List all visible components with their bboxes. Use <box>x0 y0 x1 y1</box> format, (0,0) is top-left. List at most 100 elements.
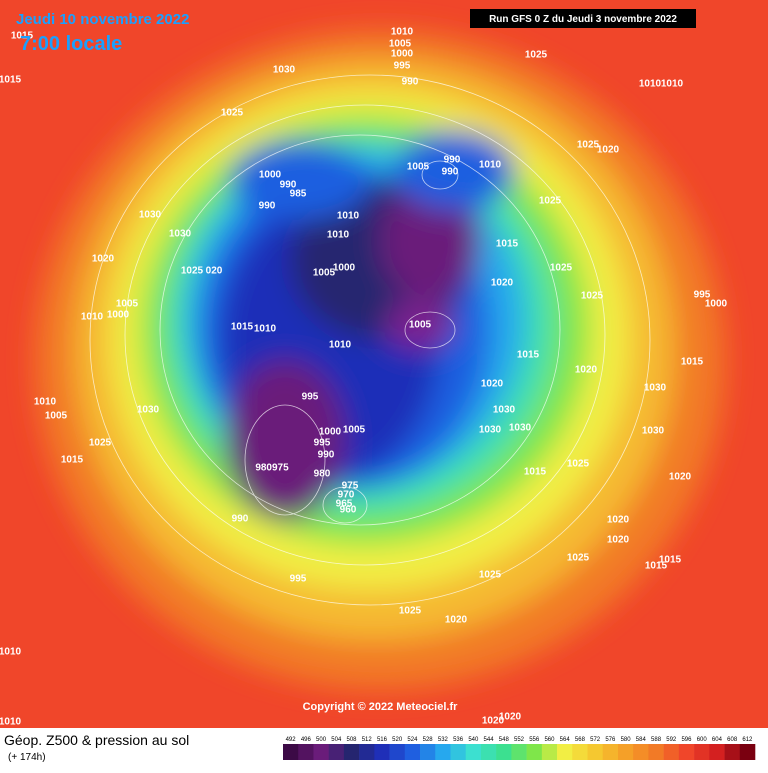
isobar-label: 970 <box>338 490 355 501</box>
isobar-label: 1030 <box>644 383 667 394</box>
copyright: Copyright © 2022 Meteociel.fr <box>303 701 459 713</box>
scale-swatch <box>465 744 482 760</box>
scale-swatch <box>313 744 329 760</box>
scale-swatch <box>420 744 436 760</box>
scale-swatch <box>283 744 299 760</box>
isobar-label: 1020 <box>499 712 522 723</box>
isobar-label: 1020 <box>575 365 598 376</box>
isobar-label: 1010 <box>391 27 414 38</box>
isobar-label: 1000 <box>705 299 728 310</box>
scale-swatch <box>435 744 451 760</box>
isobar-label: 1000 <box>319 427 342 438</box>
scale-label: 572 <box>590 737 601 743</box>
isobar-label: 1005 <box>407 162 430 173</box>
scale-swatch <box>602 744 619 760</box>
isobar-label: 1030 <box>479 425 502 436</box>
isobar-label: 990 <box>232 514 249 525</box>
isobar-label: 1025 <box>181 266 204 277</box>
isobar-label: 1015 <box>0 75 22 86</box>
scale-swatch <box>404 744 421 760</box>
isobar-label: 1025 <box>550 263 573 274</box>
isobar-label: 1020 <box>481 379 504 390</box>
scale-label: 584 <box>636 737 647 743</box>
isobar-label: 985 <box>290 189 307 200</box>
isobar-label: 990 <box>442 167 459 178</box>
isobar-label: 1010 <box>327 230 350 241</box>
scale-label: 588 <box>651 737 662 743</box>
scale-label: 608 <box>727 737 738 743</box>
scale-label: 548 <box>499 737 510 743</box>
run-box <box>470 9 696 28</box>
scale-swatch <box>724 744 741 760</box>
scale-label: 564 <box>560 737 571 743</box>
scale-label: 496 <box>301 737 312 743</box>
isobar-label: 1010 <box>81 312 104 323</box>
isobar-label: 990 <box>280 180 297 191</box>
scale-label: 500 <box>316 737 327 743</box>
isobar-label: 1015 <box>11 31 34 42</box>
isobar-label: 020 <box>206 266 223 277</box>
isobar-label: 1005 <box>116 299 139 310</box>
isobar-label: 1030 <box>139 210 162 221</box>
scale-swatch <box>328 744 345 760</box>
isobar-label: 1010 <box>337 211 360 222</box>
date: Jeudi 10 novembre 2022 <box>16 11 189 28</box>
field <box>0 0 768 728</box>
isobar-label: 1025 <box>567 459 590 470</box>
lead-time: (+ 174h) <box>8 752 46 763</box>
isobar-label: 995 <box>290 574 307 585</box>
isobar-label: 1025 <box>567 553 590 564</box>
isobar-label: 1005 <box>45 411 68 422</box>
isobar-label: 1030 <box>137 405 160 416</box>
isobar-label: 1025 <box>581 291 604 302</box>
isobar-label: 995 <box>694 290 711 301</box>
scale-label: 492 <box>286 737 297 743</box>
scale-label: 612 <box>742 737 753 743</box>
scale-swatch <box>694 744 710 760</box>
isobar-label: 1010 <box>34 397 57 408</box>
isobar-label: 1015 <box>61 455 84 466</box>
scale-label: 536 <box>453 737 464 743</box>
scale-swatch <box>374 744 390 760</box>
scale-swatch <box>450 744 467 760</box>
isobar-label: 1000 <box>107 310 130 321</box>
isobar-label: 1030 <box>273 65 296 76</box>
isobar-label: 1020 <box>445 615 468 626</box>
scale-label: 504 <box>331 737 342 743</box>
scale-swatch <box>648 744 664 760</box>
scale-swatch <box>496 744 512 760</box>
isobar-label: 1010 <box>639 79 662 90</box>
scale-swatch <box>389 744 406 760</box>
isobar-label: 990 <box>259 201 276 212</box>
scale-swatch <box>359 744 375 760</box>
scale-swatch <box>587 744 604 760</box>
isobar-label: 1020 <box>669 472 692 483</box>
isobar-label: 1025 <box>479 570 502 581</box>
isobar-label: 995 <box>394 61 411 72</box>
isobar-label: 1025 <box>577 140 600 151</box>
isobar-label: 1010 <box>661 79 684 90</box>
isobar-label: 1010 <box>0 647 22 658</box>
isobar-label: 965 <box>336 499 353 510</box>
scale-label: 508 <box>347 737 358 743</box>
isobar-label: 1005 <box>313 268 336 279</box>
scale-swatch <box>678 744 695 760</box>
scale-label: 544 <box>484 737 495 743</box>
isobar-label: 1015 <box>496 239 519 250</box>
isobar-label: 995 <box>302 392 319 403</box>
isobar-label: 1025 <box>539 196 562 207</box>
isobar-label: 1020 <box>491 278 514 289</box>
isobar-label: 980 <box>314 469 331 480</box>
scale-swatch <box>541 744 558 760</box>
isobar-label: 1030 <box>493 405 516 416</box>
isobar-label: 1015 <box>524 467 547 478</box>
scale-label: 576 <box>605 737 616 743</box>
scale-swatch <box>298 744 314 760</box>
scale-label: 540 <box>468 737 479 743</box>
isobar-label: 1015 <box>659 555 682 566</box>
isobar-label: 975 <box>342 481 359 492</box>
scale-label: 512 <box>362 737 373 743</box>
isobar-label: 1010 <box>254 324 277 335</box>
scale-label: 604 <box>712 737 723 743</box>
